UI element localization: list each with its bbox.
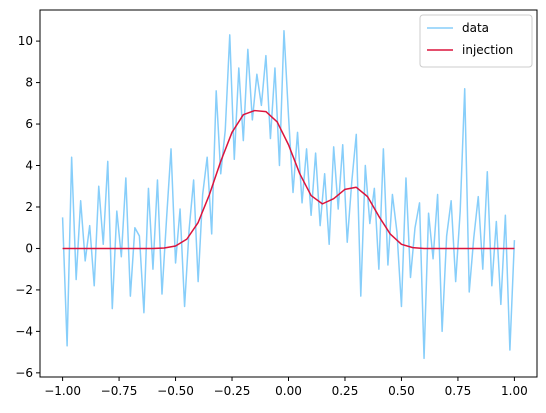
x-tick-label: 0.25: [332, 384, 359, 398]
x-tick-label: −0.75: [101, 384, 138, 398]
plot-area: [40, 10, 537, 377]
y-tick-label: −6: [15, 366, 33, 380]
series-layer: [61, 29, 516, 360]
series-line-data: [61, 29, 516, 360]
x-tick-label: 1.00: [501, 384, 528, 398]
x-tick-label: 0.75: [445, 384, 472, 398]
x-tick-label: −0.25: [214, 384, 251, 398]
y-tick-label: −4: [15, 324, 33, 338]
y-tick-label: −2: [15, 283, 33, 297]
y-tick-label: 10: [18, 34, 33, 48]
y-tick-label: 2: [25, 200, 33, 214]
y-tick-label: 6: [25, 117, 33, 131]
y-tick-label: 8: [25, 76, 33, 90]
legend-label-injection: injection: [462, 43, 513, 57]
x-tick-label: 0.50: [388, 384, 415, 398]
series-line-injection: [62, 109, 515, 250]
legend: data injection: [419, 14, 533, 68]
y-tick-label: 4: [25, 159, 33, 173]
legend-label-data: data: [462, 21, 489, 35]
y-tick-label: 0: [25, 241, 33, 255]
y-axis-ticks: −6 −4 −2 0 2 4 6 8 10: [15, 34, 40, 380]
x-tick-label: 0.00: [275, 384, 302, 398]
x-tick-label: −1.00: [44, 384, 81, 398]
x-axis-ticks: −1.00 −0.75 −0.50 −0.25 0.00 0.25 0.50 0.75 1.00: [44, 377, 528, 398]
x-tick-label: −0.50: [157, 384, 194, 398]
